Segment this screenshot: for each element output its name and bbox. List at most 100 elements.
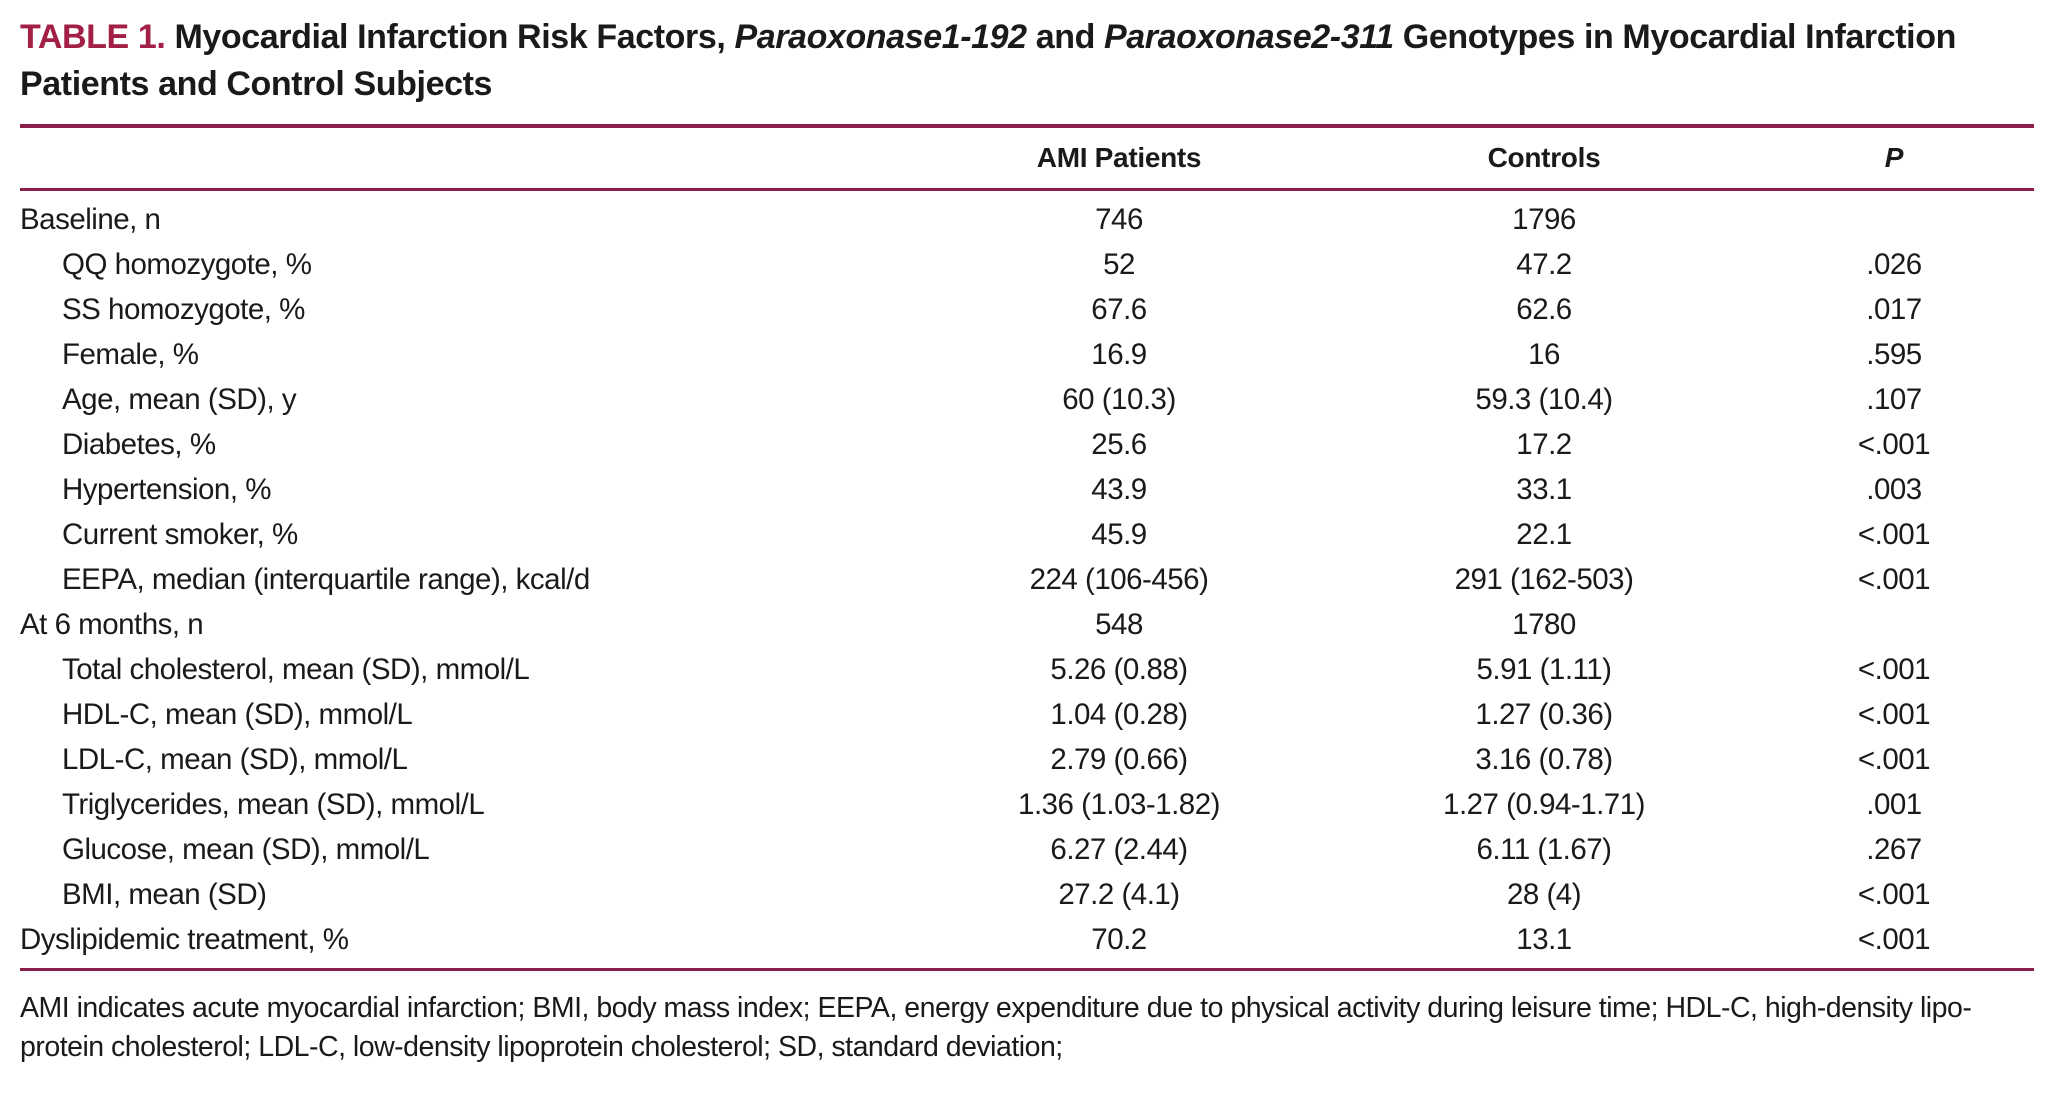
table-bottom-rule [20, 968, 2034, 971]
row-label: Baseline, n [20, 202, 161, 236]
ami-value: 16.9 [1091, 337, 1147, 371]
controls-value: 16 [1528, 337, 1560, 371]
controls-value: 17.2 [1516, 427, 1572, 461]
ami-value: 25.6 [1091, 427, 1147, 461]
controls-value: 1780 [1512, 607, 1576, 641]
title-segment-2: and [1026, 18, 1105, 56]
p-value: <.001 [1857, 652, 1931, 686]
table-top-rule [20, 124, 2034, 128]
table-row: Baseline, n 746 1796 [20, 197, 2034, 242]
row-label: SS homozygote, % [62, 292, 305, 326]
table-row: Age, mean (SD), y 60 (10.3) 59.3 (10.4) .10… [20, 377, 2034, 422]
row-label: Total cholesterol, mean (SD), mmol/L [62, 652, 530, 686]
row-label: Diabetes, % [62, 427, 216, 461]
table-row: QQ homozygote, % 52 47.2 .026 [20, 242, 2034, 287]
controls-value: 62.6 [1516, 292, 1572, 326]
table-row: HDL-C, mean (SD), mmol/L 1.04 (0.28) 1.27 … [20, 692, 2034, 737]
table-row: Diabetes, % 25.6 17.2 <.001 [20, 422, 2034, 467]
p-value: <.001 [1857, 562, 1931, 596]
p-value: <.001 [1857, 427, 1931, 461]
row-label: Glucose, mean (SD), mmol/L [62, 832, 430, 866]
row-label: BMI, mean (SD) [62, 877, 267, 911]
title-segment-1: Myocardial Infarction Risk Factors, [165, 18, 735, 56]
p-value: .595 [1866, 337, 1922, 371]
table-row: SS homozygote, % 67.6 62.6 .017 [20, 287, 2034, 332]
table-row: Hypertension, % 43.9 33.1 .003 [20, 467, 2034, 512]
ami-value: 6.27 (2.44) [1050, 832, 1188, 866]
row-label: Hypertension, % [62, 472, 271, 506]
controls-value: 59.3 (10.4) [1475, 382, 1613, 416]
controls-value: 33.1 [1516, 472, 1572, 506]
row-label: LDL-C, mean (SD), mmol/L [62, 742, 408, 776]
table-title: TABLE 1. Myocardial Infarction Risk Fact… [20, 14, 2034, 108]
header-controls: Controls [1487, 142, 1601, 173]
ami-value: 1.04 (0.28) [1050, 697, 1188, 731]
p-value: <.001 [1857, 517, 1931, 551]
row-label: Age, mean (SD), y [62, 382, 297, 416]
header-p-value: P [1884, 142, 1904, 173]
table-row: Total cholesterol, mean (SD), mmol/L 5.26… [20, 647, 2034, 692]
controls-value: 47.2 [1516, 247, 1572, 281]
footnote-line-2: protein cholesterol; LDL-C, low-density … [20, 1031, 1063, 1063]
controls-value: 28 (4) [1506, 877, 1582, 911]
ami-value: 43.9 [1091, 472, 1147, 506]
controls-value: 5.91 (1.11) [1476, 652, 1613, 686]
ami-value: 746 [1095, 202, 1143, 236]
row-label: Dyslipidemic treatment, % [20, 922, 349, 956]
table-row: Female, % 16.9 16 .595 [20, 332, 2034, 377]
title-gene-1: Paraoxonase1-192 [734, 18, 1027, 56]
title-gene-2: Paraoxonase2-311 [1104, 18, 1394, 56]
p-value: <.001 [1857, 742, 1931, 776]
table-number-label: TABLE 1. [20, 18, 166, 56]
ami-value: 60 (10.3) [1062, 382, 1176, 416]
table-body: Baseline, n 746 1796 QQ homozygote, % 52 47.2… [20, 191, 2034, 968]
ami-value: 2.79 (0.66) [1050, 742, 1188, 776]
table-row: BMI, mean (SD) 27.2 (4.1) 28 (4) <.001 [20, 872, 2034, 917]
table-row: Glucose, mean (SD), mmol/L 6.27 (2.44) 6.1… [20, 827, 2034, 872]
controls-value: 3.16 (0.78) [1475, 742, 1613, 776]
p-value: <.001 [1857, 877, 1931, 911]
table-row: Triglycerides, mean (SD), mmol/L 1.36 (1.… [20, 782, 2034, 827]
footnote-line-1: AMI indicates acute myocardial infarctio… [20, 992, 1972, 1024]
table-row: At 6 months, n 548 1780 [20, 602, 2034, 647]
controls-value: 1.27 (0.36) [1475, 697, 1613, 731]
table-footnote: AMI indicates acute myocardial infarctio… [20, 989, 2034, 1067]
p-value: <.001 [1857, 697, 1931, 731]
row-label: HDL-C, mean (SD), mmol/L [62, 697, 413, 731]
p-value: <.001 [1857, 922, 1931, 956]
header-ami-patients: AMI Patients [1036, 142, 1202, 173]
controls-value: 6.11 (1.67) [1476, 832, 1613, 866]
row-label: Female, % [62, 337, 199, 371]
ami-value: 70.2 [1091, 922, 1147, 956]
controls-value: 22.1 [1516, 517, 1572, 551]
p-value: .001 [1866, 787, 1922, 821]
table-row: Current smoker, % 45.9 22.1 <.001 [20, 512, 2034, 557]
header-divider-rule [20, 188, 2034, 191]
p-value: .003 [1866, 472, 1922, 506]
row-label: At 6 months, n [20, 607, 204, 641]
p-value: .107 [1866, 382, 1922, 416]
row-label: Triglycerides, mean (SD), mmol/L [62, 787, 485, 821]
ami-value: 548 [1095, 607, 1143, 641]
table-row: Dyslipidemic treatment, % 70.2 13.1 <.001 [20, 917, 2034, 962]
ami-value: 5.26 (0.88) [1050, 652, 1188, 686]
title-segment-3: Genotypes in Myocardial Infarction Patie… [20, 18, 1956, 103]
ami-value: 67.6 [1091, 292, 1147, 326]
ami-value: 1.36 (1.03-1.82) [1018, 787, 1220, 821]
ami-value: 52 [1103, 247, 1135, 281]
table-row: EEPA, median (interquartile range), kcal… [20, 557, 2034, 602]
ami-value: 45.9 [1091, 517, 1147, 551]
row-label: Current smoker, % [62, 517, 298, 551]
p-value: .017 [1866, 292, 1922, 326]
p-value: .267 [1866, 832, 1922, 866]
controls-value: 1796 [1512, 202, 1576, 236]
table-header-row: AMI Patients Controls P [20, 128, 2034, 188]
ami-value: 27.2 (4.1) [1058, 877, 1180, 911]
row-label: QQ homozygote, % [62, 247, 312, 281]
controls-value: 1.27 (0.94-1.71) [1443, 787, 1645, 821]
controls-value: 291 (162-503) [1454, 562, 1634, 596]
ami-value: 224 (106-456) [1029, 562, 1209, 596]
p-value: .026 [1866, 247, 1922, 281]
table-row: LDL-C, mean (SD), mmol/L 2.79 (0.66) 3.16 … [20, 737, 2034, 782]
